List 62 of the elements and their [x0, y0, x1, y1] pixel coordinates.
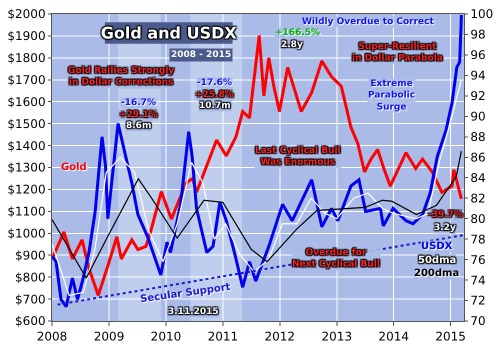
x-tick-label: 2013	[322, 329, 352, 344]
x-tick-label: 2012	[264, 329, 296, 344]
y-tick-label: $600	[15, 314, 46, 328]
y2-tick-label: 94	[470, 68, 486, 83]
x-tick-label: 2009	[94, 329, 124, 344]
y2-tick-label: 88	[470, 130, 486, 144]
y2-tick-label: 74	[470, 273, 486, 288]
annotation: Overdue for Next Cyclical Bull	[292, 248, 380, 270]
annotation: Last Cyclical Bull Was Enormous	[255, 146, 341, 168]
y-tick-label: $1400	[7, 138, 46, 153]
y-tick-label: $700	[15, 292, 46, 306]
series-label: USDX	[421, 241, 453, 252]
y-tick-label: $800	[15, 270, 46, 284]
y2-tick-label: 86	[470, 150, 486, 164]
annotation: 10.7m	[199, 101, 231, 111]
text: 2008 - 2015	[171, 50, 232, 60]
annotation: -17.6%	[197, 78, 232, 88]
annotation: Extreme Parabolic Surge	[368, 79, 416, 112]
y2-tick-label: 98	[470, 28, 486, 42]
annotation: 3.2y	[434, 223, 456, 233]
annotation: 3.11.2015	[168, 307, 219, 317]
annotation: -39.7%	[428, 210, 463, 220]
text: Secular Support	[140, 282, 232, 306]
y2-tick-label: 82	[470, 191, 486, 206]
y-tick-label: $2000	[7, 7, 46, 22]
y-tick-label: $1600	[7, 94, 46, 109]
x-tick-label: 2010	[150, 329, 182, 344]
y2-tick-label: 70	[470, 314, 486, 328]
y2-tick-label: 96	[470, 48, 486, 62]
y2-tick-label: 90	[470, 110, 486, 124]
y-tick-label: $1500	[7, 116, 46, 131]
annotation: +29.1%	[119, 110, 158, 120]
annotation: Wildly Overdue to Correct	[302, 17, 434, 27]
y-tick-label: $1200	[7, 182, 46, 197]
y-tick-label: $1100	[7, 204, 46, 219]
annotation: Super-Resilient in Dollar Parabola	[352, 42, 443, 64]
y-tick-label: $1000	[7, 226, 46, 240]
text: Gold	[61, 162, 87, 173]
y-tick-label: $1800	[7, 51, 46, 66]
text: 50dma	[418, 255, 456, 266]
y2-tick-label: 76	[470, 252, 486, 267]
y2-tick-label: 80	[470, 212, 486, 226]
annotation: -16.7%	[121, 98, 156, 108]
annotation: 8.6m	[126, 121, 152, 131]
y-tick-label: $900	[15, 248, 46, 262]
y-tick-label: $1300	[7, 160, 46, 175]
annotation: Gold Rallies Strongly in Dollar Corrections	[68, 66, 174, 88]
x-tick-label: 2015	[435, 329, 466, 344]
annotation: +166.5%	[275, 28, 320, 38]
y2-tick-label: 72	[470, 294, 486, 308]
y-tick-label: $1700	[7, 72, 46, 87]
y2-tick-label: 100	[470, 7, 494, 22]
y2-tick-label: 78	[470, 232, 486, 246]
x-tick-label: 2011	[208, 329, 238, 344]
text: 200dma	[414, 268, 460, 279]
annotation: 2.8y	[281, 40, 303, 50]
y2-tick-label: 84	[470, 170, 486, 185]
x-tick-label: 2008	[36, 329, 68, 344]
y2-tick-label: 92	[470, 89, 486, 104]
annotation: +25.8%	[195, 90, 234, 100]
y-tick-label: $1900	[7, 29, 46, 44]
x-tick-label: 2014	[378, 329, 409, 344]
